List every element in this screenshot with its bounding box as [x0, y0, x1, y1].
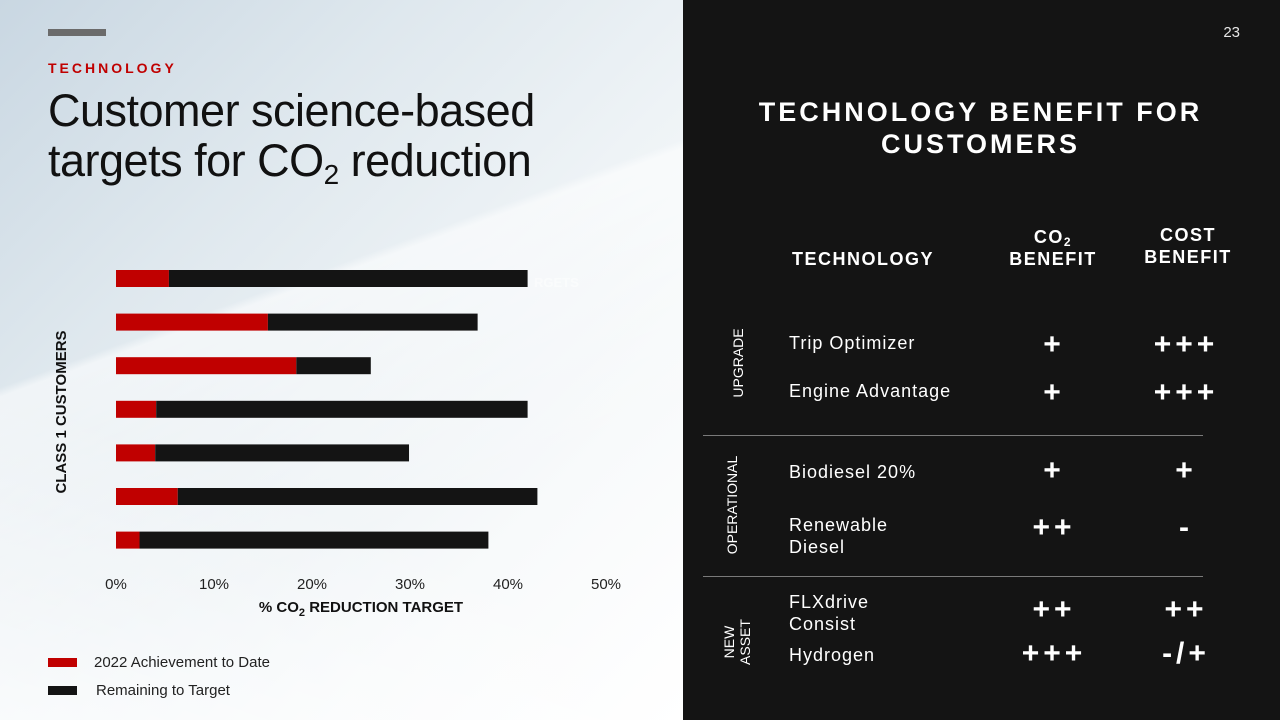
section-label: TECHNOLOGY: [48, 60, 177, 76]
group-label-upgrade: UPGRADE: [730, 328, 746, 398]
bar-achievement: [116, 357, 297, 375]
co2-rating: +: [1043, 328, 1065, 361]
cost-rating: +++: [1153, 328, 1219, 361]
legend-label: 2022 Achievement to Date: [94, 654, 270, 671]
bar-remaining: [139, 531, 489, 549]
co2-subscript: 2: [1063, 235, 1073, 249]
right-panel: 23 TECHNOLOGY BENEFIT FOR CUSTOMERS TECH…: [683, 0, 1280, 720]
legend-swatch-black: [48, 686, 77, 695]
co2-rating: +: [1043, 376, 1065, 409]
row-name-hydrogen: Hydrogen: [789, 645, 876, 665]
left-panel: TECHNOLOGY Customer science-based target…: [0, 0, 683, 720]
cost-rating: +: [1175, 454, 1197, 487]
cost-rating: ++: [1164, 593, 1208, 626]
group-label-operational: OPERATIONAL: [724, 455, 740, 555]
bar-group: [116, 270, 538, 549]
column-header-technology: TECHNOLOGY: [791, 249, 934, 269]
bar-remaining: [155, 444, 410, 462]
panel-title-line-2: CUSTOMERS: [880, 129, 1081, 159]
group-label-new: NEW: [721, 625, 737, 659]
slide-title: Customer science-based targets for CO2 r…: [48, 85, 648, 189]
column-header-cost-benefit: COST BENEFIT: [1128, 224, 1248, 268]
co2-rating: ++: [1032, 593, 1076, 626]
x-tick-label: 10%: [199, 576, 229, 593]
accent-bar: [48, 29, 106, 36]
cost-rating: +++: [1153, 376, 1219, 409]
row-name-biodiesel: Biodiesel 20%: [789, 462, 917, 482]
row-name-flxdrive-consist: FLXdrive Consist: [789, 592, 870, 634]
row-name-renewable-diesel: Renewable Diesel: [789, 515, 889, 557]
bar-achievement: [116, 444, 156, 462]
x-tick-label: 40%: [493, 576, 523, 593]
bar-remaining: [156, 400, 528, 418]
bar-achievement: [116, 270, 169, 287]
co2-label: CO: [1033, 227, 1064, 247]
x-tick-label: 20%: [297, 576, 327, 593]
x-tick-labels: 0% 10% 20% 30% 40% 50%: [105, 576, 621, 593]
group-label-new-asset: NEW ASSET: [721, 612, 753, 672]
co2-rating: ++: [1032, 511, 1076, 544]
bar-remaining: [177, 488, 538, 505]
bar-chart: RGETS 0% 10% 20% 30% 40% 50% CLASS 1 CUSTOMER…: [53, 270, 621, 619]
column-header-co2-benefit: CO2 BENEFIT: [993, 226, 1113, 270]
x-tick-label: 0%: [105, 576, 127, 593]
cost-rating: -/+: [1162, 637, 1210, 670]
title-line-2-prefix: targets for CO: [48, 135, 324, 186]
title-line-2-suffix: reduction: [338, 135, 532, 186]
bar-achievement: [116, 400, 157, 418]
group-divider: [703, 435, 1203, 436]
cost-label: COST: [1159, 225, 1216, 245]
bar-achievement: [116, 313, 268, 331]
legend-swatch-red: [48, 658, 77, 667]
bar-remaining: [168, 270, 528, 287]
group-divider: [703, 576, 1203, 577]
bar-remaining: [267, 313, 478, 331]
co2-benefit-label: BENEFIT: [1009, 249, 1097, 269]
x-axis-title-prefix: % CO: [259, 599, 299, 616]
partially-hidden-text: RGETS: [534, 275, 579, 290]
row-name-trip-optimizer: Trip Optimizer: [789, 333, 916, 353]
row-name-engine-advantage: Engine Advantage: [789, 381, 952, 401]
page-number: 23: [1223, 24, 1240, 41]
x-axis-title-subscript: 2: [299, 607, 305, 619]
x-axis-title: % CO2 REDUCTION TARGET: [259, 599, 463, 619]
bar-achievement: [116, 488, 178, 505]
panel-title: TECHNOLOGY BENEFIT FOR CUSTOMERS: [683, 96, 1278, 160]
bar-achievement: [116, 531, 140, 549]
y-axis-title: CLASS 1 CUSTOMERS: [53, 330, 70, 493]
title-line-1: Customer science-based: [48, 85, 535, 136]
legend-item-achievement: 2022 Achievement to Date: [48, 654, 270, 671]
x-tick-label: 30%: [395, 576, 425, 593]
cost-rating: -: [1179, 511, 1193, 544]
x-axis-title-suffix: REDUCTION TARGET: [305, 599, 463, 616]
co2-rating: +++: [1021, 637, 1087, 670]
co2-rating: +: [1043, 454, 1065, 487]
legend-label: Remaining to Target: [96, 682, 230, 699]
cost-benefit-label: BENEFIT: [1144, 247, 1232, 267]
group-label-asset: ASSET: [737, 619, 753, 665]
title-line-2-subscript: 2: [323, 159, 340, 190]
bar-remaining: [296, 357, 371, 375]
panel-title-line-1: TECHNOLOGY BENEFIT FOR: [758, 97, 1203, 127]
legend-item-remaining: Remaining to Target: [48, 682, 230, 699]
x-tick-label: 50%: [591, 576, 621, 593]
